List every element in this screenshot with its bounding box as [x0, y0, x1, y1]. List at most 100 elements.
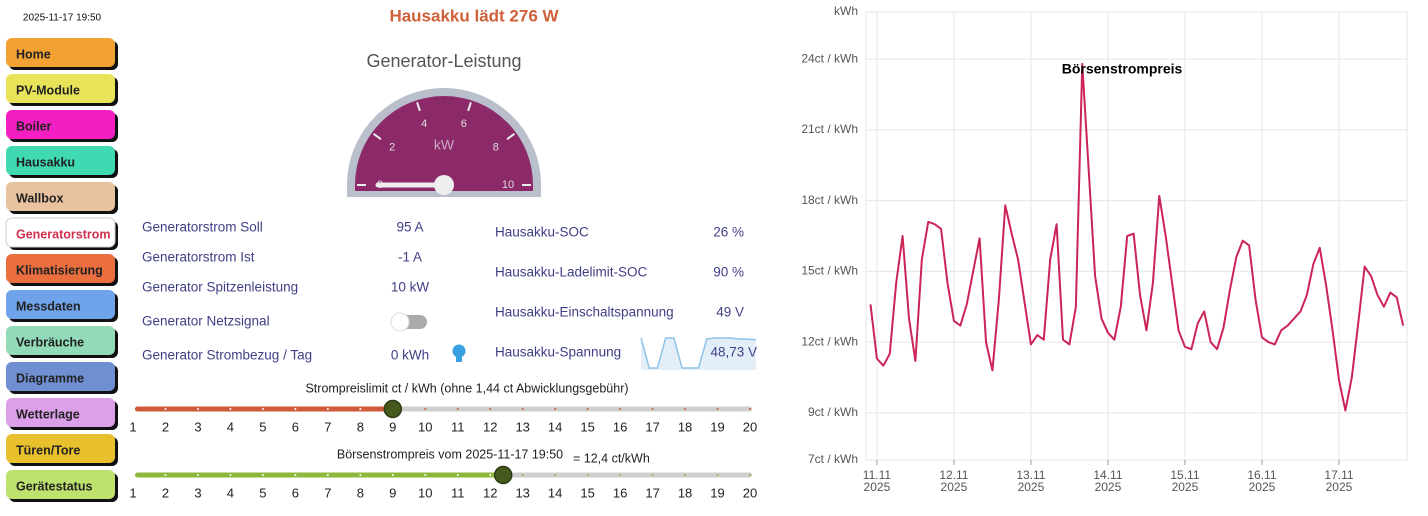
row-label: Generator Netzsignal — [142, 314, 270, 329]
slider-tick-label: 19 — [710, 485, 724, 500]
nav-button-face[interactable] — [6, 290, 115, 319]
nav-button-face[interactable] — [5, 217, 116, 248]
slider-tick — [456, 408, 459, 410]
bulb-icon — [452, 344, 466, 358]
y-tick-label: 15ct / kWh — [801, 264, 858, 278]
timestamp: 2025-11-17 19:50 — [23, 13, 102, 24]
slider-knob[interactable] — [493, 465, 513, 485]
slider-tick-label: 4 — [227, 419, 234, 434]
slider-tick-label: 17 — [645, 419, 659, 434]
slider-tick-label: 6 — [292, 419, 299, 434]
nav-button[interactable]: Wallbox — [6, 182, 118, 214]
nav-button-face[interactable] — [6, 74, 115, 103]
slider-tick — [586, 474, 589, 476]
nav-button[interactable]: Türen/Tore — [6, 434, 118, 466]
slider-tick — [326, 408, 329, 410]
slider-tick — [229, 474, 232, 476]
row-value: 0 kWh — [391, 348, 429, 363]
row-label: Generator Strombezug / Tag — [142, 348, 312, 363]
y-tick-label: 21ct / kWh — [801, 122, 858, 136]
slider-fill — [135, 472, 504, 478]
gauge-tick — [373, 133, 382, 140]
slider-tick — [651, 474, 654, 476]
toggle[interactable] — [390, 312, 427, 332]
nav-button[interactable]: Verbräuche — [6, 326, 118, 358]
nav-button-face[interactable] — [6, 182, 115, 211]
slider-tick-label: 11 — [451, 485, 465, 500]
gauge-tick-label: 8 — [493, 141, 499, 153]
nav-label: Hausakku — [16, 155, 75, 169]
slider-tick-label: 9 — [389, 419, 396, 434]
slider-tick-label: 1 — [129, 485, 136, 500]
slider-tick-label: 13 — [515, 419, 529, 434]
slider-tick — [196, 474, 199, 476]
slider-tick — [651, 408, 654, 410]
nav-button-face[interactable] — [6, 146, 115, 175]
nav-button-face[interactable] — [6, 470, 115, 499]
slider-tick — [521, 474, 524, 476]
slider-tick — [294, 474, 297, 476]
nav-button[interactable]: Generatorstrom — [5, 217, 118, 250]
nav-label: Verbräuche — [16, 335, 84, 349]
slider-tick — [716, 408, 719, 410]
slider-tick-label: 12 — [483, 419, 497, 434]
row-value: 10 kW — [391, 280, 430, 295]
nav-label: Generatorstrom — [16, 227, 110, 241]
nav-label: Klimatisierung — [16, 263, 103, 277]
nav-button[interactable]: PV-Module — [6, 74, 118, 106]
row-label: Hausakku-Einschaltspannung — [495, 305, 674, 320]
gauge-hub — [434, 175, 454, 195]
gauge-tick — [506, 133, 515, 140]
nav-button-face[interactable] — [6, 434, 115, 463]
nav-button[interactable]: Diagramme — [6, 362, 118, 394]
slider-tick — [554, 408, 557, 410]
slider-tick — [521, 408, 524, 410]
slider-tick — [619, 408, 622, 410]
slider-knob[interactable] — [383, 399, 403, 419]
slider-tick-label: 18 — [678, 485, 692, 500]
gauge-face — [355, 96, 533, 191]
nav-button[interactable]: Wetterlage — [6, 398, 118, 430]
nav-label: Home — [16, 47, 51, 61]
nav-button[interactable]: Messdaten — [6, 290, 118, 322]
slider-tick — [749, 474, 751, 476]
slider-tick-label: 1 — [129, 419, 136, 434]
nav-label: Wetterlage — [16, 407, 80, 421]
nav-button[interactable]: Hausakku — [6, 146, 118, 178]
slider-tick-label: 6 — [292, 485, 299, 500]
nav-button-face[interactable] — [6, 398, 115, 427]
slider-tick — [164, 474, 167, 476]
gauge-tick — [467, 101, 472, 112]
nav-button-face[interactable] — [6, 362, 115, 391]
slider-tick — [716, 474, 719, 476]
nav-button-face[interactable] — [6, 254, 115, 283]
row-label: Generatorstrom Soll — [142, 220, 263, 235]
nav-button-face[interactable] — [6, 326, 115, 355]
row-value: 49 V — [716, 305, 744, 320]
toggle-knob — [390, 312, 410, 332]
slider-tick — [132, 408, 134, 410]
slider-tick-label: 14 — [548, 485, 562, 500]
slider-tick-label: 14 — [548, 419, 562, 434]
slider-tick-label: 2 — [162, 419, 169, 434]
nav-button[interactable]: Gerätestatus — [6, 470, 118, 502]
nav-button[interactable]: Boiler — [6, 110, 118, 142]
slider-tick — [164, 408, 167, 410]
slider-tick-label: 19 — [710, 419, 724, 434]
slider-tick-label: 3 — [194, 485, 201, 500]
slider-tick-label: 7 — [324, 485, 331, 500]
nav-label: Gerätestatus — [16, 479, 92, 493]
nav-button-face[interactable] — [6, 110, 115, 139]
slider-tick — [294, 408, 297, 410]
slider-tick-label: 10 — [418, 485, 432, 500]
slider-tick-label: 15 — [580, 485, 594, 500]
nav-button[interactable]: Klimatisierung — [6, 254, 118, 286]
slider-tick — [196, 408, 199, 410]
nav-button[interactable]: Home — [6, 38, 118, 70]
x-tick-label: 11.11 2025 — [862, 468, 892, 494]
slider-tick — [684, 474, 687, 476]
nav-button-face[interactable] — [6, 38, 115, 67]
x-tick-label: 12.11 2025 — [939, 468, 969, 494]
slider-tick-label: 7 — [324, 419, 331, 434]
